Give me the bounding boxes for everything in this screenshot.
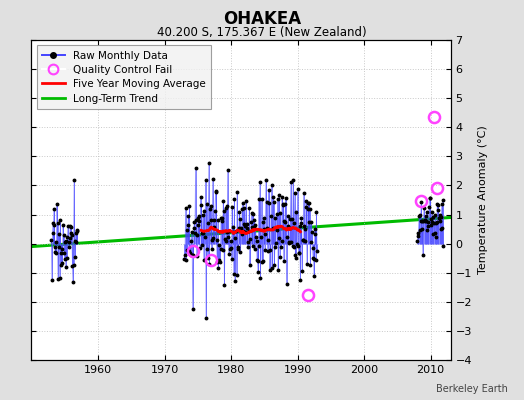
Text: OHAKEA: OHAKEA <box>223 10 301 28</box>
Legend: Raw Monthly Data, Quality Control Fail, Five Year Moving Average, Long-Term Tren: Raw Monthly Data, Quality Control Fail, … <box>37 45 211 109</box>
Y-axis label: Temperature Anomaly (°C): Temperature Anomaly (°C) <box>477 126 487 274</box>
Text: Berkeley Earth: Berkeley Earth <box>436 384 508 394</box>
Text: 40.200 S, 175.367 E (New Zealand): 40.200 S, 175.367 E (New Zealand) <box>157 26 367 39</box>
